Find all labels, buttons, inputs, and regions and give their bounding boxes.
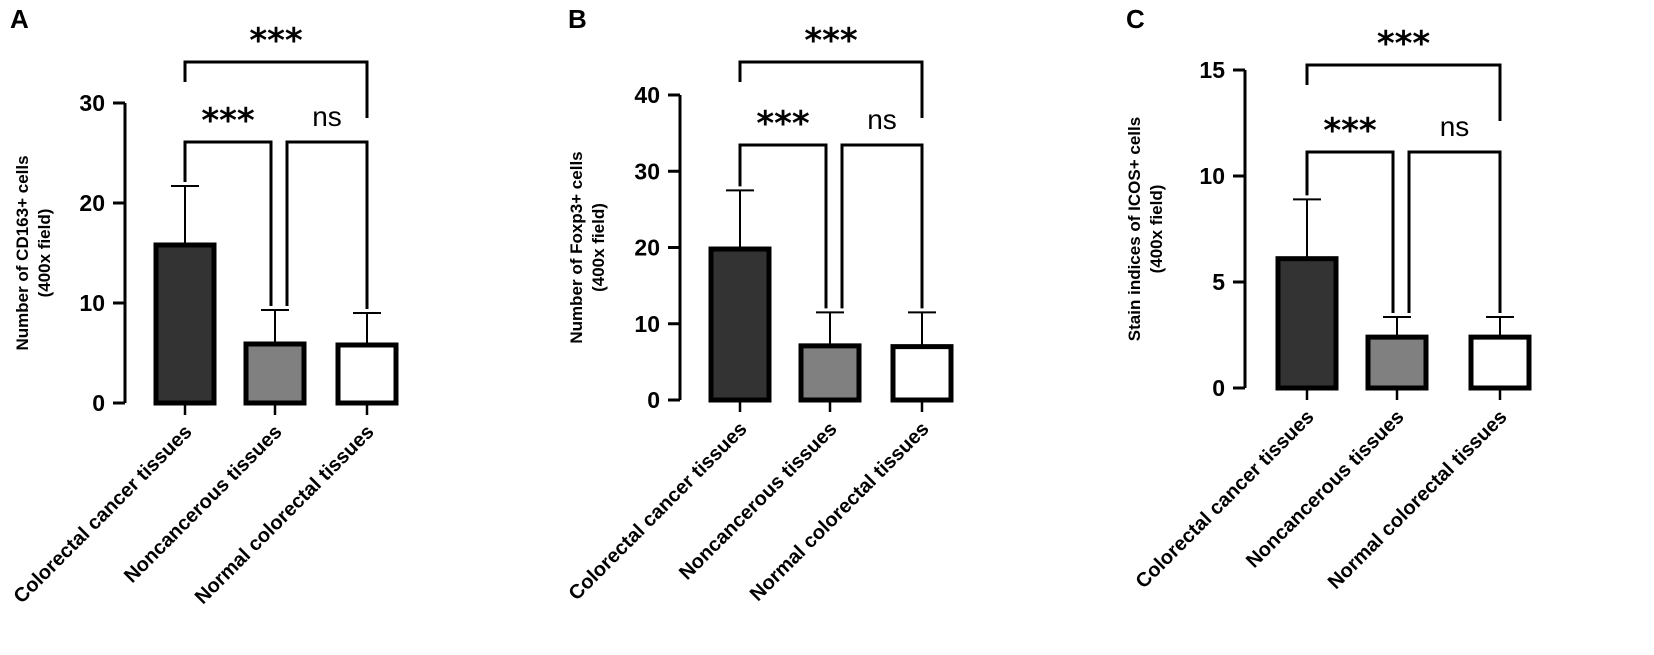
panel-a-y-axis-title: Number of CD163+ cells (400x field) bbox=[13, 155, 54, 350]
panel-b-y-tick-label-30: 30 bbox=[634, 158, 660, 184]
panel-b: B 0 10 20 30 40 Number of Foxp3+ cells (400x fi… bbox=[565, 4, 954, 606]
panel-b-y-tick-label-40: 40 bbox=[634, 82, 660, 108]
panel-c-significance-label-1: *** bbox=[1323, 111, 1377, 151]
panel-c-y-tick-label-10: 10 bbox=[1199, 163, 1225, 189]
panel-b-bar-colorectal-cancer-tissues bbox=[708, 246, 772, 403]
panel-a-significance-bracket-3 bbox=[183, 60, 369, 118]
panel-a-bar-noncancerous-tissues bbox=[243, 341, 307, 406]
panel-a-x-label-colorectal-cancer-tissues: Colorectal cancer tissues bbox=[10, 421, 197, 608]
panel-c-bar-colorectal-cancer-tissues bbox=[1275, 256, 1339, 391]
panel-c-significance-bracket-1 bbox=[1305, 150, 1395, 313]
panel-b-bar-noncancerous-tissues bbox=[798, 343, 862, 403]
panel-c-significance-label-2: ns bbox=[1440, 111, 1470, 142]
panel-b-significance-bracket-2 bbox=[840, 143, 924, 309]
panel-a-y-tick-label-10: 10 bbox=[79, 290, 105, 316]
panel-a-letter: A bbox=[10, 4, 29, 34]
panel-c-bar-noncancerous-tissues bbox=[1365, 334, 1429, 391]
panel-a-bar-normal-colorectal-tissues bbox=[335, 342, 399, 406]
panel-a-significance-label-3: *** bbox=[249, 21, 303, 61]
panel-a-y-tick-label-0: 0 bbox=[92, 390, 105, 416]
panel-c-bar-normal-colorectal-tissues bbox=[1468, 334, 1532, 391]
panel-c-significance-bracket-3 bbox=[1305, 63, 1502, 121]
panel-c-significance-bracket-2 bbox=[1407, 150, 1502, 313]
panel-c: C 0 5 10 15 Stain indices of ICOS+ cells (400x… bbox=[1125, 4, 1532, 594]
panel-c-x-label-normal-colorectal-tissues: Normal colorectal tissues bbox=[1324, 406, 1512, 594]
panel-b-bar-normal-colorectal-tissues bbox=[890, 344, 954, 403]
panel-a-significance-label-1: *** bbox=[201, 101, 255, 141]
panel-b-y-tick-label-0: 0 bbox=[647, 387, 660, 413]
panel-c-y-axis-title-line-2: (400x field) bbox=[1147, 185, 1166, 274]
panel-b-significance-bracket-1 bbox=[738, 143, 828, 309]
panel-a: A 0 10 20 30 Number of CD163+ cells (400x fiel… bbox=[10, 4, 399, 609]
panel-b-letter: B bbox=[568, 4, 587, 34]
panel-c-y-tick-label-5: 5 bbox=[1212, 269, 1225, 295]
panel-b-y-axis-title-line-1: Number of Foxp3+ cells bbox=[567, 151, 586, 343]
panel-a-y-tick-label-30: 30 bbox=[79, 90, 105, 116]
panel-c-y-axis-title-line-1: Stain indices of ICOS+ cells bbox=[1125, 117, 1144, 341]
panel-b-y-axis-title-line-2: (400x field) bbox=[589, 203, 608, 292]
panel-c-letter: C bbox=[1126, 4, 1145, 34]
panel-c-y-axis-title: Stain indices of ICOS+ cells (400x field) bbox=[1125, 117, 1166, 341]
panel-c-x-label-colorectal-cancer-tissues: Colorectal cancer tissues bbox=[1132, 406, 1319, 593]
panel-b-x-label-noncancerous-tissues: Noncancerous tissues bbox=[675, 418, 841, 584]
panel-b-y-axis-title: Number of Foxp3+ cells (400x field) bbox=[567, 151, 608, 343]
panel-a-y-axis-title-line-1: Number of CD163+ cells bbox=[13, 155, 32, 350]
panel-b-y-tick-label-20: 20 bbox=[634, 235, 660, 261]
panel-a-x-label-noncancerous-tissues: Noncancerous tissues bbox=[120, 421, 286, 587]
panel-a-significance-bracket-2 bbox=[285, 140, 369, 309]
panel-b-x-label-normal-colorectal-tissues: Normal colorectal tissues bbox=[746, 418, 934, 606]
panel-c-y-tick-label-0: 0 bbox=[1212, 375, 1225, 401]
panel-b-x-label-colorectal-cancer-tissues: Colorectal cancer tissues bbox=[565, 418, 752, 605]
panel-a-y-tick-label-20: 20 bbox=[79, 190, 105, 216]
panel-a-significance-bracket-1 bbox=[183, 140, 273, 306]
panel-b-significance-label-2: ns bbox=[867, 104, 897, 135]
panel-c-significance-label-3: *** bbox=[1377, 24, 1431, 64]
panel-a-bar-colorectal-cancer-tissues bbox=[153, 242, 217, 406]
panel-b-significance-label-1: *** bbox=[756, 104, 810, 144]
panel-b-significance-label-3: *** bbox=[804, 21, 858, 61]
panel-b-y-tick-label-10: 10 bbox=[634, 311, 660, 337]
panel-a-y-axis-title-line-2: (400x field) bbox=[35, 209, 54, 298]
panel-b-significance-bracket-3 bbox=[738, 60, 924, 118]
panel-a-x-label-normal-colorectal-tissues: Normal colorectal tissues bbox=[191, 421, 379, 609]
panel-a-significance-label-2: ns bbox=[312, 101, 342, 132]
panel-c-y-tick-label-15: 15 bbox=[1199, 57, 1225, 83]
